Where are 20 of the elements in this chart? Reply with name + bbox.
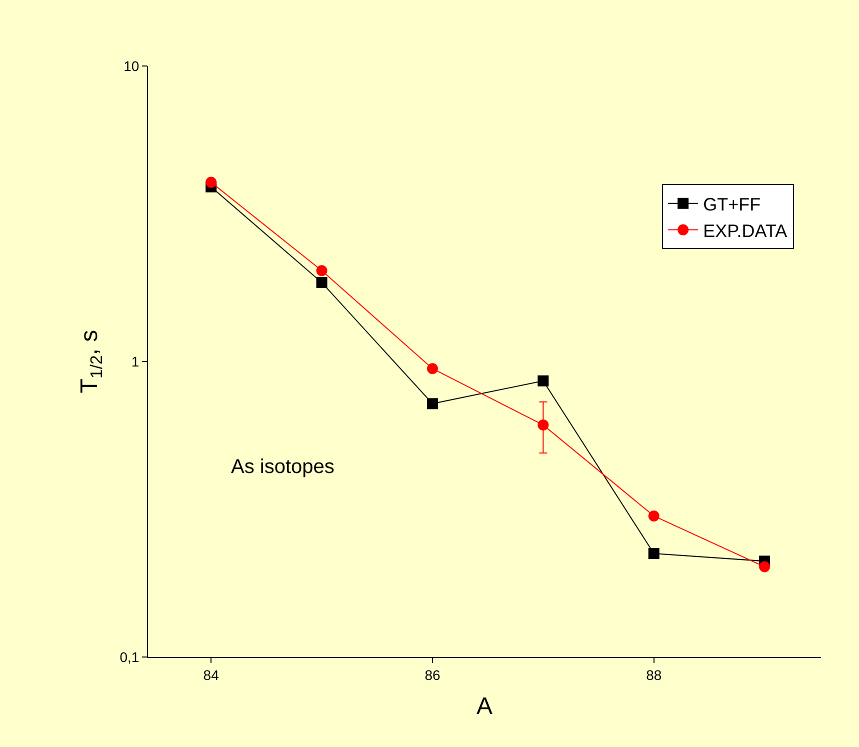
point: [538, 419, 549, 430]
point: [426, 398, 438, 410]
annotation: As isotopes: [231, 456, 334, 478]
point: [648, 510, 660, 522]
point: [426, 363, 438, 374]
point: [316, 265, 328, 276]
x-tick-label: 84: [203, 666, 220, 683]
x-tick-label: 88: [646, 666, 662, 683]
point: [648, 548, 660, 559]
point: [759, 561, 770, 572]
x-axis-title: A: [476, 693, 493, 720]
legend-label: EXP.DATA: [703, 220, 788, 241]
point: [538, 375, 549, 386]
legend-label: GT+FF: [703, 194, 761, 214]
x-tick-label: 86: [424, 666, 440, 683]
y-tick-label: 10: [124, 58, 140, 74]
point: [316, 277, 328, 288]
y-tick-label: 1: [131, 353, 140, 370]
point: [206, 176, 217, 188]
y-tick-label: 0,1: [120, 648, 140, 665]
